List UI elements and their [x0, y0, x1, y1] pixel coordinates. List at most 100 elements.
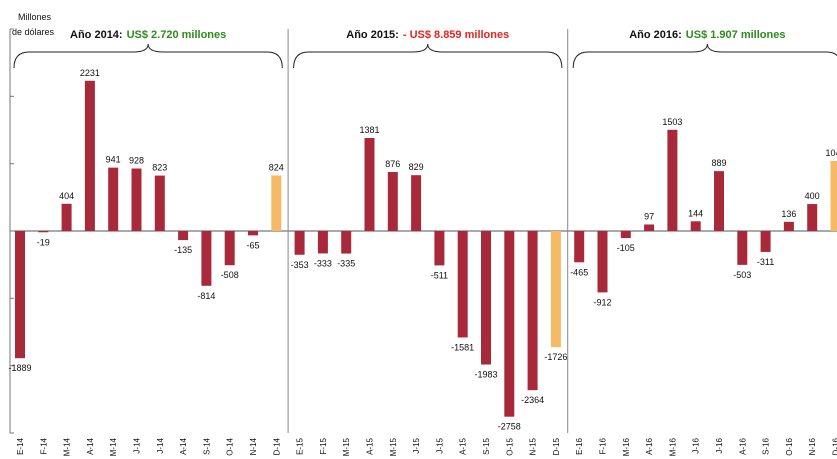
annotation: Año 2016: US$ 1.907 millones	[629, 29, 785, 41]
bar	[690, 221, 701, 231]
value-label: 941	[106, 155, 121, 165]
x-tick-label: A-14	[179, 437, 188, 454]
bar	[527, 231, 538, 391]
bar	[574, 231, 585, 263]
value-label: 928	[129, 156, 144, 166]
bar	[154, 175, 165, 231]
x-tick-label: E-14	[16, 437, 25, 454]
x-tick-label: S-14	[202, 437, 211, 454]
value-label: -65	[246, 240, 259, 250]
x-tick-label: S-16	[762, 437, 771, 454]
value-label: 136	[781, 209, 796, 219]
bar	[294, 231, 305, 255]
x-tick-label: J-15	[435, 437, 444, 453]
value-label: -2364	[521, 395, 544, 405]
x-tick-label: N-16	[808, 437, 817, 455]
value-label: -311	[757, 257, 774, 267]
x-tick-label: O-16	[785, 437, 794, 455]
value-label: 1040	[825, 148, 837, 158]
value-label: -1889	[8, 363, 31, 373]
bar	[411, 175, 422, 231]
value-label: -1726	[544, 352, 567, 362]
value-label: -135	[174, 245, 192, 255]
x-tick-label: M-14	[63, 437, 72, 456]
bar	[760, 231, 771, 252]
x-tick-label: A-14	[86, 437, 95, 454]
x-tick-label: A-15	[459, 437, 468, 454]
x-tick-label: O-15	[505, 437, 514, 455]
value-label: -2758	[498, 422, 521, 432]
value-label: 889	[711, 158, 726, 168]
bar	[550, 231, 561, 348]
value-label: -19	[37, 237, 50, 247]
x-tick-label: J-14	[156, 437, 165, 453]
x-tick-label: M-15	[342, 437, 351, 456]
brace	[293, 43, 563, 69]
brace	[572, 43, 837, 69]
bar	[108, 167, 119, 231]
value-label: -335	[337, 259, 355, 269]
value-label: -503	[733, 270, 751, 280]
x-tick-label: S-15	[482, 437, 491, 454]
value-label: -1581	[451, 342, 474, 352]
bar	[667, 129, 678, 231]
x-tick-label: F-16	[599, 437, 608, 454]
value-label: -465	[570, 267, 588, 277]
value-label: -511	[431, 270, 448, 280]
annotation: Año 2015: - US$ 8.859 millones	[346, 29, 509, 41]
bar	[15, 231, 25, 359]
value-label: -912	[593, 297, 611, 307]
x-tick-label: M-15	[389, 437, 398, 456]
value-label: -1983	[474, 370, 497, 380]
value-label: 876	[385, 159, 400, 169]
x-tick-label: E-16	[575, 437, 584, 454]
value-label: 823	[152, 163, 167, 173]
bar	[84, 80, 95, 232]
value-label: 829	[409, 162, 424, 172]
x-tick-label: N-15	[529, 437, 538, 455]
x-tick-label: M-16	[668, 437, 677, 456]
value-label: -353	[291, 260, 309, 270]
bar	[38, 231, 49, 233]
x-tick-label: D-14	[272, 437, 281, 455]
bar	[597, 231, 608, 293]
x-tick-label: D-15	[552, 437, 561, 455]
bar	[714, 171, 724, 231]
x-tick-label: A-15	[366, 437, 375, 454]
bar	[481, 231, 491, 365]
bar	[248, 231, 258, 236]
value-label: -333	[314, 258, 332, 268]
bar	[317, 231, 328, 254]
annotation: Año 2014: US$ 2.720 millones	[70, 29, 226, 41]
bar	[737, 231, 748, 265]
brace	[13, 43, 283, 69]
value-label: 400	[805, 191, 820, 201]
annotation-label: Año 2016:	[629, 29, 682, 41]
bar	[644, 224, 655, 231]
bar	[271, 175, 282, 231]
bar	[457, 231, 468, 338]
bar	[807, 204, 818, 231]
bar	[131, 168, 142, 231]
value-label: 97	[644, 211, 654, 221]
annotation-value: US$ 2.720 millones	[127, 29, 227, 41]
annotation-label: Año 2014:	[70, 29, 123, 41]
x-tick-label: A-16	[645, 437, 654, 454]
x-tick-label: N-14	[249, 437, 258, 455]
bar	[434, 231, 445, 266]
value-label: 1503	[662, 117, 682, 127]
bar	[224, 231, 235, 266]
bar	[387, 172, 398, 231]
bar	[783, 221, 794, 231]
value-label: 404	[59, 191, 74, 201]
bar	[201, 231, 212, 286]
bar	[341, 231, 352, 254]
value-label: 824	[269, 163, 284, 173]
value-label: -508	[221, 270, 239, 280]
x-tick-label: M-16	[622, 437, 631, 456]
x-tick-label: A-16	[738, 437, 747, 454]
annotation-label: Año 2015:	[346, 29, 399, 41]
x-tick-label: M-14	[109, 437, 118, 456]
x-tick-label: J-14	[133, 437, 142, 453]
